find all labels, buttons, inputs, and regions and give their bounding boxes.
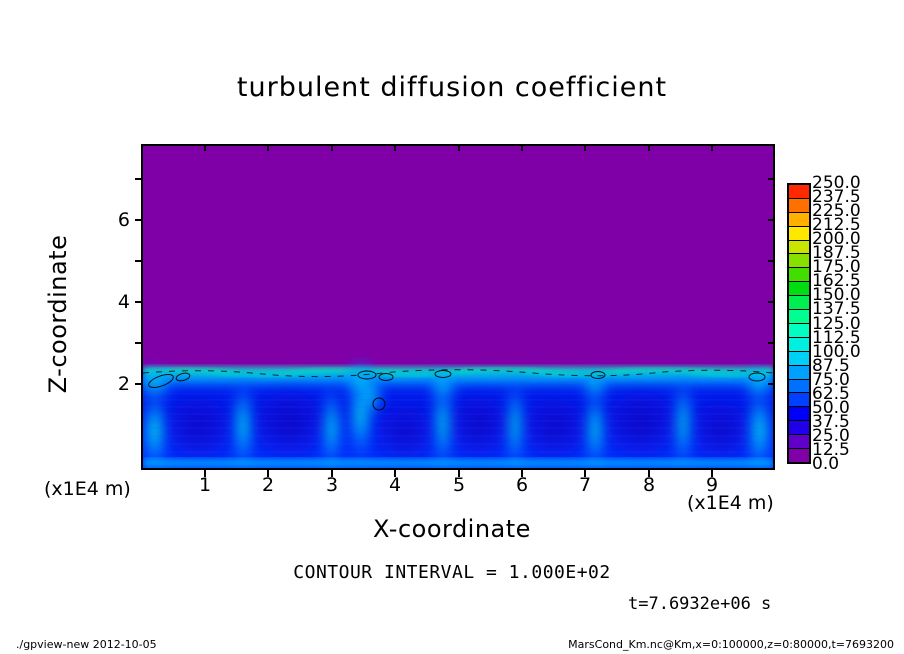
colorbar-swatch bbox=[789, 226, 809, 241]
colorbar-swatch bbox=[789, 449, 809, 462]
x-tick-label-7: 7 bbox=[578, 474, 592, 496]
colorbar-swatch bbox=[789, 184, 809, 199]
colorbar-tick-label: 250.0 bbox=[812, 173, 861, 193]
colorbar-swatch bbox=[789, 435, 809, 450]
colorbar-tick-label: 50.0 bbox=[812, 397, 850, 418]
x-tick-label-1: 1 bbox=[198, 474, 212, 496]
turbulent-diffusion-field bbox=[143, 146, 773, 468]
colorbar-swatch bbox=[789, 421, 809, 436]
contour-interval-label: CONTOUR INTERVAL = 1.000E+02 bbox=[293, 562, 611, 583]
x-tick-label-5: 5 bbox=[452, 474, 466, 496]
colorbar-tick-label: 175.0 bbox=[812, 257, 861, 278]
colorbar-tick-label: 150.0 bbox=[812, 285, 861, 306]
colorbar-tick-label: 0.0 bbox=[812, 454, 840, 474]
colorbar-tick-label: 225.0 bbox=[812, 201, 861, 222]
colorbar-tick-label: 237.5 bbox=[812, 187, 861, 208]
colorbar-tick-label: 212.5 bbox=[812, 215, 861, 236]
colorbar-swatch bbox=[789, 407, 809, 422]
colorbar-swatch bbox=[789, 351, 809, 366]
colorbar-swatch bbox=[789, 393, 809, 408]
colorbar-tick-label: 162.5 bbox=[812, 271, 861, 292]
x-tick-label-3: 3 bbox=[325, 474, 339, 496]
colorbar-tick-label: 112.5 bbox=[812, 327, 861, 348]
colorbar-tick-label: 12.5 bbox=[812, 439, 850, 460]
colorbar-tick-label: 125.0 bbox=[812, 313, 861, 334]
colorbar-swatch bbox=[789, 240, 809, 255]
colorbar-tick-label: 87.5 bbox=[812, 355, 850, 376]
y-axis-title: Z-coordinate bbox=[44, 234, 72, 394]
colorbar-swatch bbox=[789, 212, 809, 227]
page-title: turbulent diffusion coefficient bbox=[236, 72, 668, 103]
colorbar-labels: 250.0 237.5 225.0 212.5 200.0 187.5 175.0 162.5… bbox=[812, 175, 898, 474]
colorbar-tick-label: 100.0 bbox=[812, 341, 861, 362]
colorbar-swatch bbox=[789, 337, 809, 352]
colorbar-swatch bbox=[789, 254, 809, 269]
colorbar-tick-label: 187.5 bbox=[812, 243, 861, 264]
x-tick-label-8: 8 bbox=[642, 474, 656, 496]
colorbar-swatch bbox=[789, 268, 809, 283]
colorbar-tick-label: 25.0 bbox=[812, 425, 850, 446]
x-axis-title: X-coordinate bbox=[373, 515, 531, 543]
y-tick-label-2: 2 bbox=[117, 373, 130, 395]
colorbar-tick-label: 137.5 bbox=[812, 299, 861, 320]
x-unit-label-right: (x1E4 m) bbox=[687, 492, 774, 514]
colorbar-swatch bbox=[789, 379, 809, 394]
x-tick-label-6: 6 bbox=[515, 474, 529, 496]
colorbar-tick-label: 200.0 bbox=[812, 229, 861, 250]
colorbar-swatch bbox=[789, 365, 809, 380]
colorbar-swatch bbox=[789, 198, 809, 213]
colorbar-swatch bbox=[789, 296, 809, 311]
y-tick-label-6: 6 bbox=[117, 209, 130, 231]
time-stamp-label: t=7.6932e+06 s bbox=[628, 594, 772, 614]
colorbar-swatch bbox=[789, 323, 809, 338]
contour-plot-area bbox=[141, 144, 775, 470]
colorbar-tick-label: 37.5 bbox=[812, 411, 850, 432]
y-tick-label-4: 4 bbox=[117, 291, 130, 313]
x-tick-label-9: 9 bbox=[705, 474, 719, 496]
colorbar bbox=[787, 183, 811, 464]
x-tick-label-4: 4 bbox=[388, 474, 402, 496]
colorbar-tick-label: 75.0 bbox=[812, 369, 850, 390]
x-tick-label-2: 2 bbox=[261, 474, 275, 496]
footer-command-label: ./gpview-new 2012-10-05 bbox=[16, 638, 157, 651]
footer-dataset-label: MarsCond_Km.nc@Km,x=0:100000,z=0:80000,t… bbox=[568, 638, 894, 651]
colorbar-swatch bbox=[789, 282, 809, 297]
colorbar-swatch bbox=[789, 310, 809, 324]
x-unit-label-left: (x1E4 m) bbox=[44, 478, 131, 500]
colorbar-tick-label: 62.5 bbox=[812, 383, 850, 404]
